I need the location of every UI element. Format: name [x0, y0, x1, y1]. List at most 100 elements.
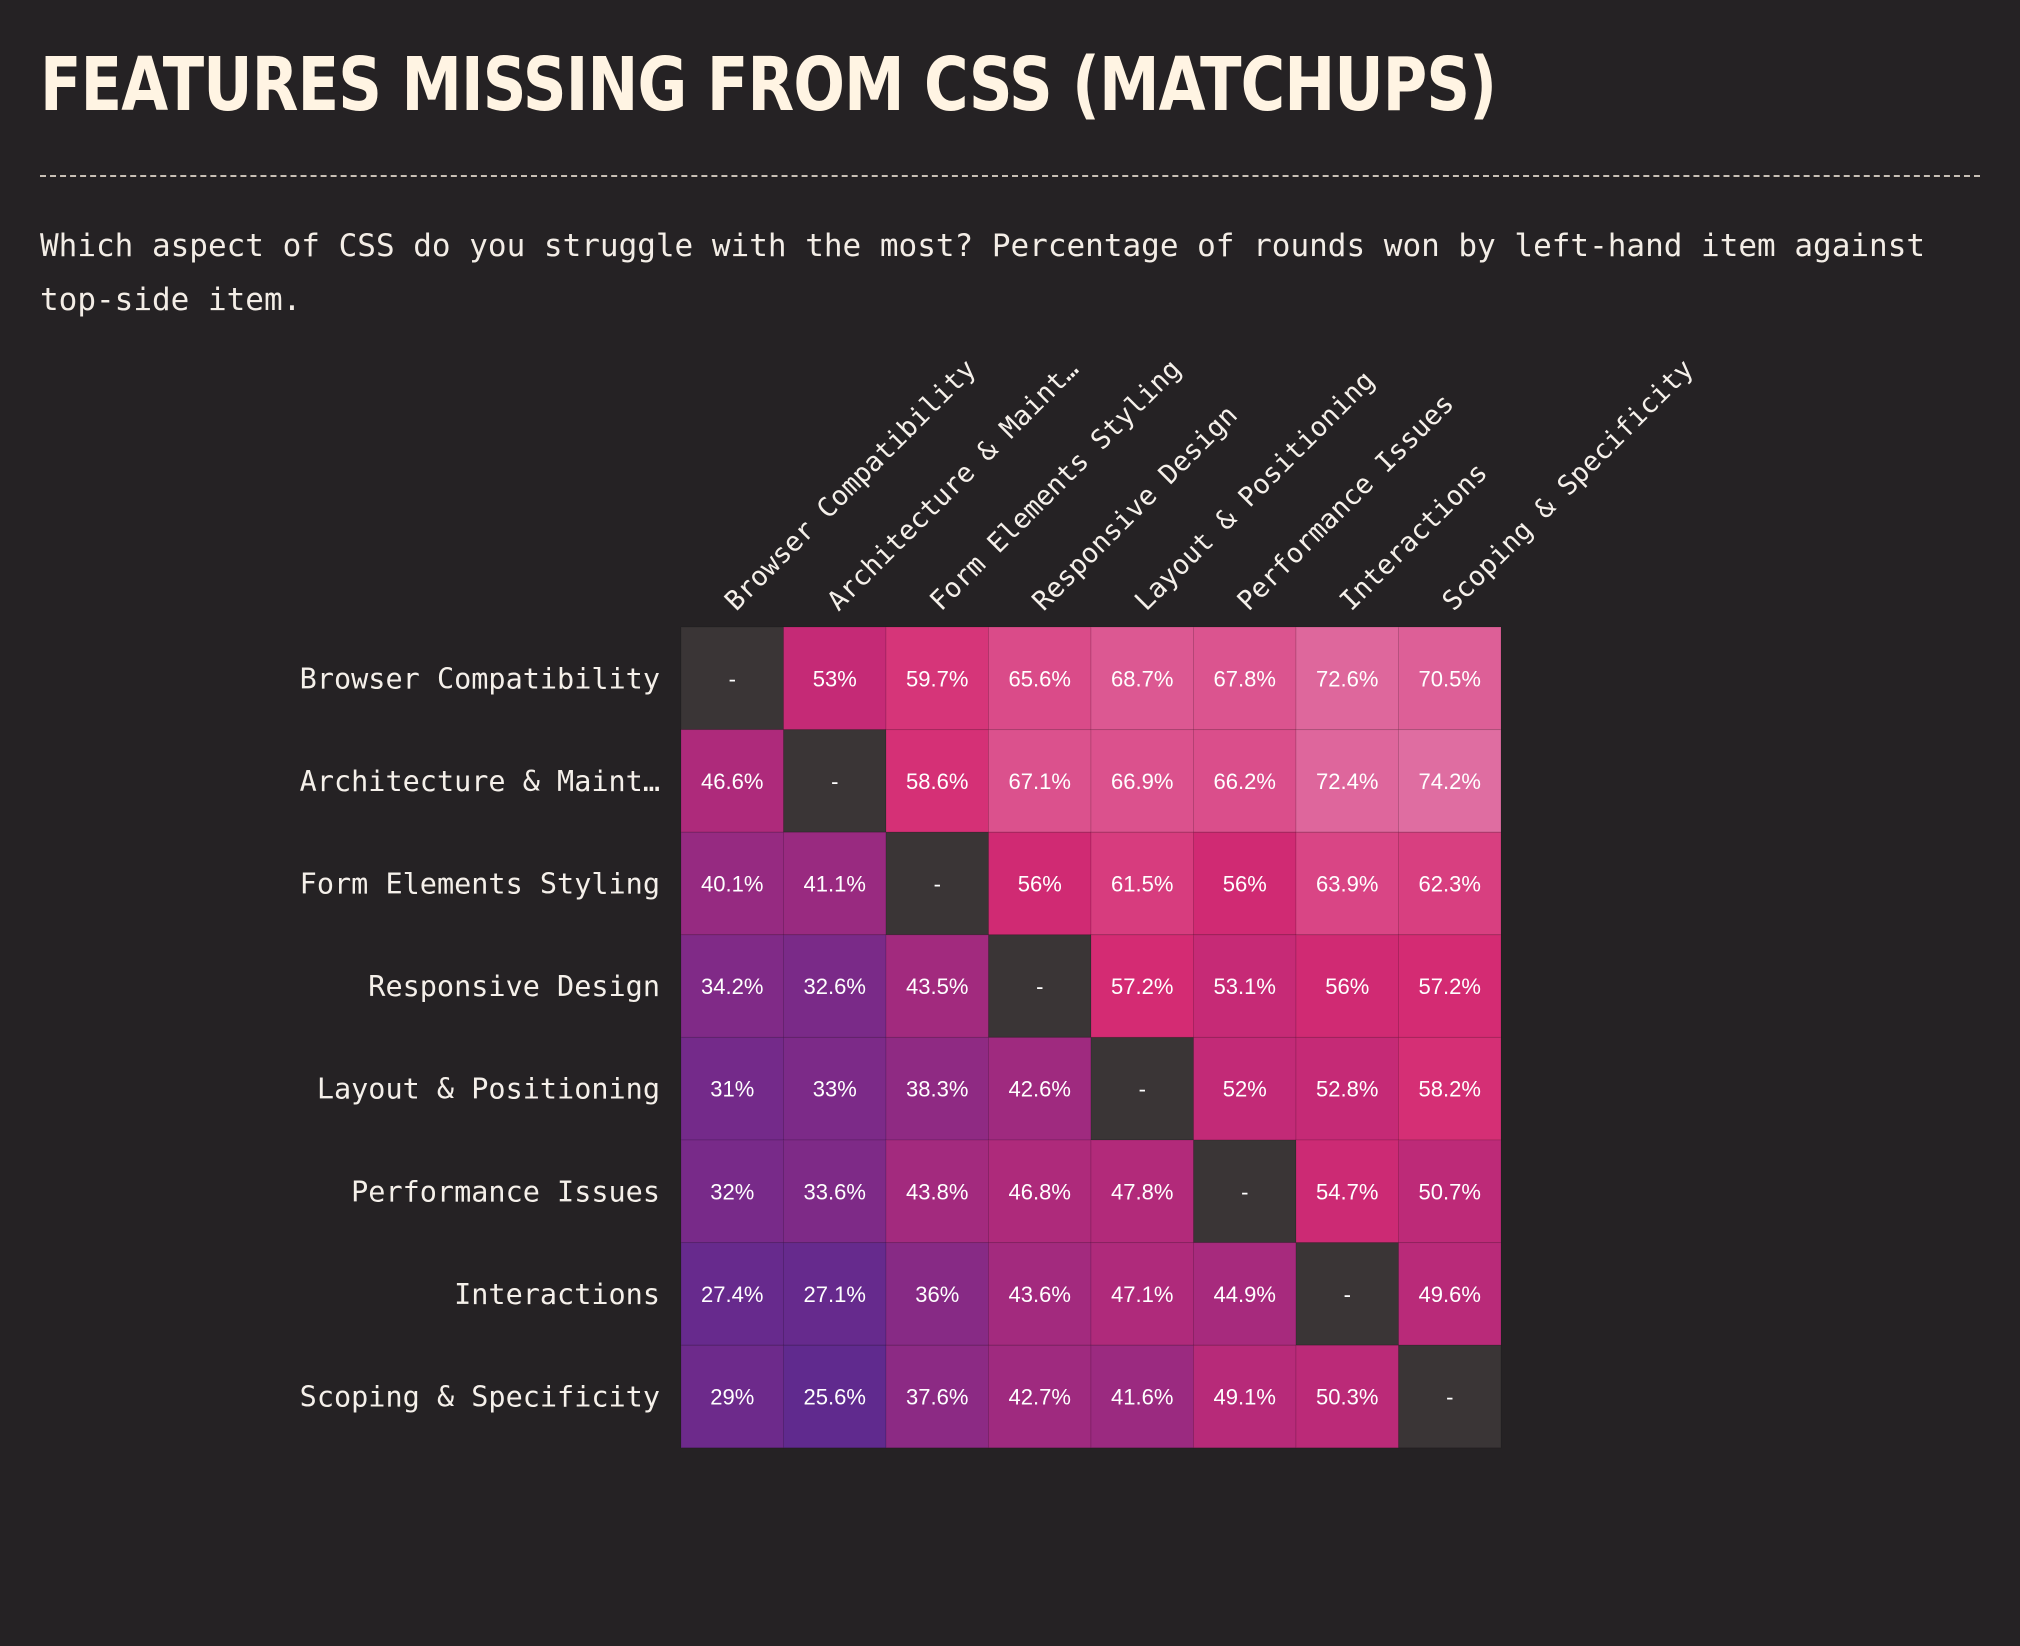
heatmap-cell-2-3	[988, 831, 1092, 936]
heatmap-cell-4-4	[1090, 1036, 1194, 1141]
heatmap-cell-3-4	[1090, 934, 1194, 1038]
cell-value-label: 53%	[813, 666, 857, 691]
row-label-architecture-maint: Architecture & Maint…	[300, 765, 660, 798]
heatmap-cell-1-0	[680, 729, 784, 833]
heatmap-cell-0-2	[885, 626, 989, 731]
cell-value-label: 65.6%	[1009, 666, 1071, 691]
cell-value-label: 25.6%	[804, 1385, 866, 1410]
row-label-scoping-specificity: Scoping & Specificity	[300, 1381, 660, 1414]
heatmap-cell-7-7	[1398, 1344, 1502, 1449]
heatmap-cell-3-3	[988, 934, 1092, 1038]
cell-value-label: 54.7%	[1316, 1179, 1378, 1204]
heatmap-cell-4-0	[680, 1036, 784, 1141]
cell-value-label: 38.3%	[906, 1077, 968, 1102]
heatmap-cell-0-3	[988, 626, 1092, 731]
heatmap-cell-1-4	[1090, 729, 1194, 833]
cell-value-label: -	[1241, 1179, 1248, 1204]
cell-value-label: 68.7%	[1111, 666, 1173, 691]
cell-value-label: 44.9%	[1214, 1282, 1276, 1307]
row-label-form-elements-styling: Form Elements Styling	[300, 868, 660, 901]
cell-value-label: 34.2%	[701, 974, 763, 999]
cell-value-label: 46.6%	[701, 769, 763, 794]
cell-value-label: 27.1%	[804, 1282, 866, 1307]
row-label-responsive-design: Responsive Design	[368, 970, 660, 1003]
cell-value-label: 66.9%	[1111, 769, 1173, 794]
heatmap-cell-1-6	[1295, 729, 1399, 833]
cell-value-label: 43.6%	[1009, 1282, 1071, 1307]
cell-value-label: 50.3%	[1316, 1385, 1378, 1410]
heatmap-cell-2-1	[783, 831, 887, 936]
cell-value-label: 31%	[710, 1077, 754, 1102]
cell-value-label: 52%	[1223, 1077, 1267, 1102]
cell-value-label: 58.6%	[906, 769, 968, 794]
heatmap-cell-0-5	[1193, 626, 1297, 731]
heatmap-cell-5-3	[988, 1139, 1092, 1244]
cell-value-label: 43.8%	[906, 1179, 968, 1204]
heatmap-cell-7-5	[1193, 1344, 1297, 1449]
cell-value-label: 49.6%	[1419, 1282, 1481, 1307]
cell-value-label: 40.1%	[701, 872, 763, 897]
cell-value-label: 50.7%	[1419, 1179, 1481, 1204]
heatmap-cell-2-5	[1193, 831, 1297, 936]
page-title: FEATURES MISSING FROM CSS (MATCHUPS)	[40, 42, 1497, 128]
cell-value-label: 49.1%	[1214, 1385, 1276, 1410]
heatmap-cell-5-6	[1295, 1139, 1399, 1244]
heatmap-cell-3-1	[783, 934, 887, 1038]
heatmap-cell-3-0	[680, 934, 784, 1038]
heatmap-cell-2-2	[885, 831, 989, 936]
cell-value-label: 33%	[813, 1077, 857, 1102]
heatmap-cell-5-2	[885, 1139, 989, 1244]
cell-value-label: -	[729, 666, 736, 691]
cell-value-label: 72.4%	[1316, 769, 1378, 794]
heatmap-cell-0-1	[783, 626, 887, 731]
cell-value-label: 56%	[1325, 974, 1369, 999]
cell-value-label: 72.6%	[1316, 666, 1378, 691]
heatmap-cell-1-3	[988, 729, 1092, 833]
cell-value-label: 56%	[1223, 872, 1267, 897]
cell-value-label: 41.1%	[804, 872, 866, 897]
heatmap-cell-0-7	[1398, 626, 1502, 731]
heatmap-cell-1-1	[783, 729, 887, 833]
heatmap-cell-4-7	[1398, 1036, 1502, 1141]
heatmap-cell-7-3	[988, 1344, 1092, 1449]
cell-value-label: 70.5%	[1419, 666, 1481, 691]
heatmap-cell-2-0	[680, 831, 784, 936]
column-label-responsive-design: Responsive Design	[1027, 400, 1244, 617]
heatmap-cell-5-7	[1398, 1139, 1502, 1244]
cell-value-label: 63.9%	[1316, 872, 1378, 897]
row-label-browser-compatibility: Browser Compatibility	[300, 662, 660, 695]
heatmap-cell-2-6	[1295, 831, 1399, 936]
heatmap-cell-6-7	[1398, 1242, 1502, 1346]
title-divider	[40, 175, 1980, 177]
heatmap-cell-1-5	[1193, 729, 1297, 833]
cell-value-label: -	[1036, 974, 1043, 999]
heatmap-cell-2-4	[1090, 831, 1194, 936]
cell-value-label: -	[831, 769, 838, 794]
cell-value-label: 33.6%	[804, 1179, 866, 1204]
cell-value-label: 32.6%	[804, 974, 866, 999]
heatmap-cell-4-2	[885, 1036, 989, 1141]
heatmap-cell-2-7	[1398, 831, 1502, 936]
cell-value-label: -	[934, 872, 941, 897]
cell-value-label: 27.4%	[701, 1282, 763, 1307]
cell-value-label: 61.5%	[1111, 872, 1173, 897]
cell-value-label: 43.5%	[906, 974, 968, 999]
row-label-interactions: Interactions	[454, 1278, 660, 1311]
heatmap-cell-6-3	[988, 1242, 1092, 1346]
cell-value-label: 46.8%	[1009, 1179, 1071, 1204]
cell-value-label: 42.6%	[1009, 1077, 1071, 1102]
cell-value-label: 53.1%	[1214, 974, 1276, 999]
heatmap-cell-5-1	[783, 1139, 887, 1244]
heatmap-cell-7-2	[885, 1344, 989, 1449]
cell-value-label: 67.8%	[1214, 666, 1276, 691]
cell-value-label: -	[1446, 1385, 1453, 1410]
heatmap-cell-0-4	[1090, 626, 1194, 731]
chart-subtitle: Which aspect of CSS do you struggle with…	[40, 228, 1926, 318]
cell-value-label: 36%	[915, 1282, 959, 1307]
heatmap-cell-6-4	[1090, 1242, 1194, 1346]
row-label-layout-positioning: Layout & Positioning	[317, 1073, 660, 1106]
cell-value-label: -	[1139, 1077, 1146, 1102]
cell-value-label: 56%	[1018, 872, 1062, 897]
row-label-performance-issues: Performance Issues	[351, 1175, 660, 1208]
